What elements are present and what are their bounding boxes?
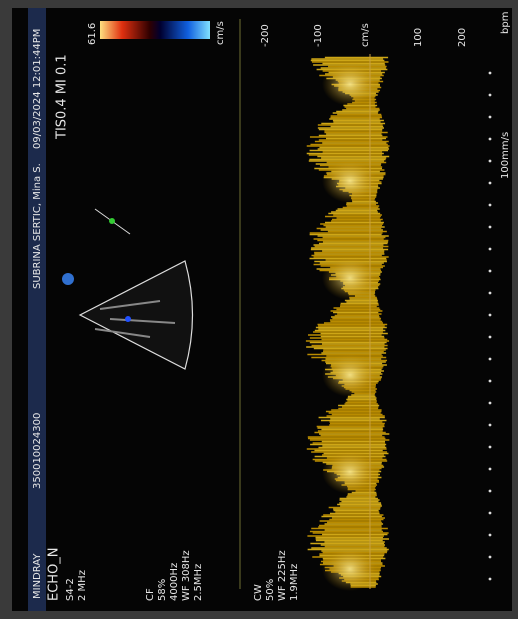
screen: MINDRAY 350010024300 SUBRINA SERTIC, Min…	[12, 8, 512, 611]
scale-label: 200	[457, 28, 468, 47]
patient-name: SUBRINA SERTIC, Mina S.	[32, 163, 43, 289]
frequency: 2 MHz	[77, 570, 88, 601]
time-dot	[488, 445, 492, 449]
color-spot	[125, 316, 131, 322]
orientation-icon	[62, 273, 74, 285]
datetime: 09/03/2024 12:01:44PM	[32, 29, 43, 149]
spectrum-core	[322, 62, 378, 106]
spectrum-core	[322, 353, 378, 397]
spectrum-core	[322, 450, 378, 494]
cf-param: CF	[145, 588, 156, 601]
cw-params: CW 50% WF 225Hz 1.9MHz	[253, 550, 300, 601]
velocity-scale: -200 -100 cm/s 100 200	[260, 23, 468, 47]
scale-label: 100	[413, 28, 424, 47]
indices: TIS0.4 MI 0.1	[55, 54, 70, 140]
time-marks	[488, 71, 492, 581]
sweep-speed: 100mm/s	[500, 132, 511, 179]
time-dot	[488, 401, 492, 405]
time-dot	[488, 577, 492, 581]
sector-image	[78, 260, 194, 370]
time-dot	[488, 423, 492, 427]
time-dot	[488, 269, 492, 273]
time-dot	[488, 291, 492, 295]
time-dot	[488, 335, 492, 339]
echo-speckle	[94, 300, 176, 338]
time-dot	[488, 379, 492, 383]
time-dot	[488, 533, 492, 537]
cw-param: WF 225Hz	[277, 550, 288, 601]
mode: ECHO_N	[47, 547, 62, 601]
color-bar	[100, 21, 210, 39]
time-dot	[488, 357, 492, 361]
time-dot	[488, 225, 492, 229]
time-dot	[488, 181, 492, 185]
screen-bg	[12, 8, 512, 611]
header-bar	[28, 8, 46, 611]
brand: MINDRAY	[32, 553, 43, 599]
patient-id: 350010024300	[32, 413, 43, 489]
cf-param: 4000Hz	[169, 563, 180, 601]
time-dot	[488, 467, 492, 471]
time-dot	[488, 93, 492, 97]
time-dot	[488, 71, 492, 75]
time-dot	[488, 115, 492, 119]
time-dot	[488, 137, 492, 141]
cf-param: 2.5MHz	[193, 564, 204, 601]
cw-param: CW	[253, 584, 264, 601]
time-dot	[488, 247, 492, 251]
scale-label: cm/s	[360, 23, 371, 47]
time-dot	[488, 313, 492, 317]
spectrum-core	[322, 159, 378, 203]
cw-param: 50%	[265, 579, 276, 601]
cf-param: 58%	[157, 579, 168, 601]
cw-param: 1.9MHz	[289, 564, 300, 601]
scale-label: -200	[260, 24, 271, 47]
probe: S4-2	[65, 578, 76, 601]
spectrum-core	[322, 547, 378, 591]
scale-label: -100	[313, 24, 324, 47]
color-scale-top: 61.6	[87, 23, 98, 45]
cw-gate	[109, 218, 115, 224]
cf-param: WF 308Hz	[181, 550, 192, 601]
spectrum-core	[322, 256, 378, 300]
time-dot	[488, 203, 492, 207]
time-dot	[488, 489, 492, 493]
color-scale-unit: cm/s	[215, 21, 226, 45]
hr-unit: bpm	[500, 12, 511, 34]
time-dot	[488, 159, 492, 163]
doppler-spectrum	[305, 56, 390, 591]
cf-params: CF 58% 4000Hz WF 308Hz 2.5MHz	[145, 550, 204, 601]
time-dot	[488, 555, 492, 559]
time-dot	[488, 511, 492, 515]
